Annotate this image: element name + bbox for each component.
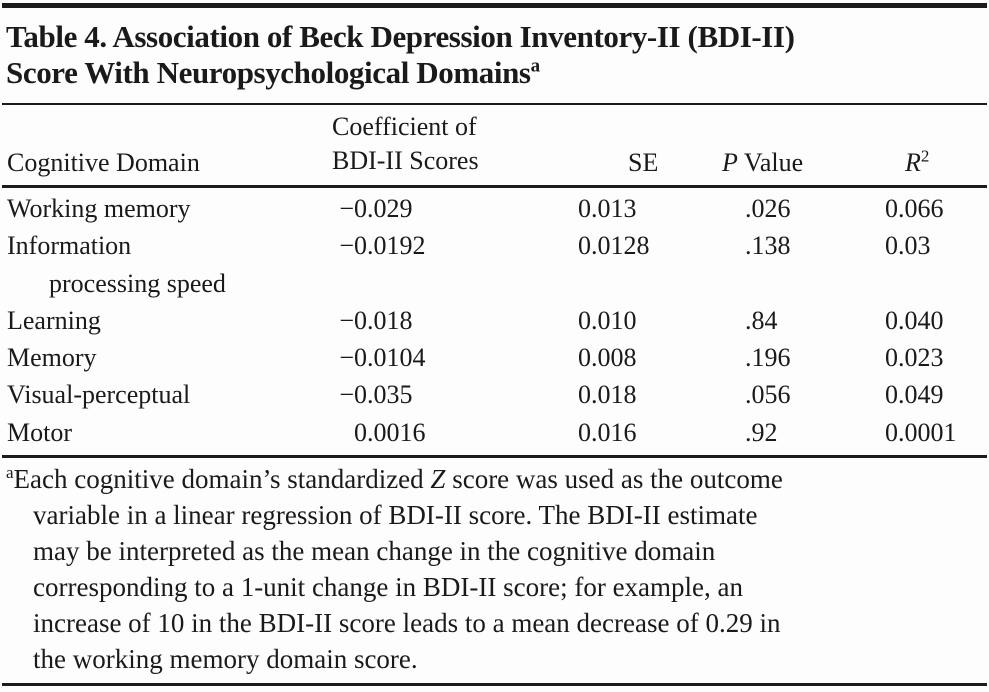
cell-r2: 0.040 (885, 305, 944, 335)
table-row: Visual-perceptual −0.035 0.018 .056 0.049 (0, 376, 989, 413)
footnote-line: may be interpreted as the mean change in… (33, 536, 716, 566)
cell-coefficient: −0.035 (339, 380, 413, 410)
table-row: Working memory −0.029 0.013 .026 0.066 (0, 190, 989, 227)
cell-domain: Visual-perceptual (7, 380, 191, 410)
table-row: Information processing speed −0.0192 0.0128… (0, 227, 989, 302)
cell-domain: Information processing speed (7, 231, 226, 298)
title-separator-rule (2, 103, 987, 105)
footnote-line: variable in a linear regression of BDI-I… (33, 500, 758, 530)
table-footnote: aEach cognitive domain’s standardized Z … (6, 461, 985, 677)
cell-coefficient: 0.0016 (354, 417, 426, 447)
cell-domain: Learning (7, 305, 101, 335)
cell-r2: 0.023 (885, 343, 944, 373)
bottom-rule (2, 683, 987, 686)
table-title: Table 4. Association of Beck Depression … (6, 19, 985, 91)
cell-se: 0.018 (578, 380, 637, 410)
cell-p: .84 (745, 305, 778, 335)
table-row: Learning −0.018 0.010 .84 0.040 (0, 302, 989, 339)
footnote-line: aEach cognitive domain’s standardized Z … (6, 463, 783, 494)
footnote-line: the working memory domain score. (33, 644, 418, 674)
column-header-cognitive-domain: Cognitive Domain (7, 148, 200, 177)
cell-p: .056 (745, 380, 791, 410)
cell-r2: 0.0001 (885, 417, 957, 447)
footnote-marker: a (6, 463, 14, 482)
column-header-r-squared: R2 (905, 146, 930, 177)
cell-coefficient: −0.029 (339, 194, 413, 223)
column-header-coefficient: Coefficient of BDI-II Scores (332, 112, 479, 175)
table-title-line1: Table 4. Association of Beck Depression … (6, 19, 795, 54)
cell-coefficient: −0.0104 (339, 343, 426, 373)
cell-domain: Working memory (7, 194, 191, 223)
cell-p: .92 (745, 417, 778, 447)
cell-domain: Motor (7, 417, 72, 447)
column-header-se: SE (628, 148, 659, 177)
cell-se: 0.008 (578, 343, 637, 373)
cell-p: .196 (745, 343, 791, 373)
footnote-line: increase of 10 in the BDI-II score leads… (33, 608, 781, 638)
cell-se: 0.013 (578, 194, 637, 223)
top-thick-rule (2, 3, 987, 8)
cell-coefficient: −0.018 (339, 305, 413, 335)
cell-r2: 0.049 (885, 380, 944, 410)
cell-se: 0.0128 (578, 231, 650, 261)
cell-se: 0.016 (578, 417, 637, 447)
table-row: Motor 0.0016 0.016 .92 0.0001 (0, 414, 989, 451)
footnote-separator-rule (2, 455, 987, 458)
table-title-line2: Score With Neuropsychological Domainsa (6, 55, 541, 90)
column-header-p-value: P Value (722, 148, 804, 177)
table-row: Memory −0.0104 0.008 .196 0.023 (0, 339, 989, 376)
header-separator-rule (2, 185, 987, 188)
title-footnote-marker: a (530, 55, 541, 77)
cell-p: .026 (745, 194, 791, 223)
cell-r2: 0.03 (885, 231, 931, 261)
table-body: Working memory −0.029 0.013 .026 0.066 Inform… (0, 190, 989, 451)
cell-se: 0.010 (578, 305, 637, 335)
cell-p: .138 (745, 231, 791, 261)
cell-r2: 0.066 (885, 194, 944, 223)
footnote-line: corresponding to a 1-unit change in BDI-… (33, 572, 744, 602)
cell-domain: Memory (7, 343, 97, 373)
cell-coefficient: −0.0192 (339, 231, 426, 261)
